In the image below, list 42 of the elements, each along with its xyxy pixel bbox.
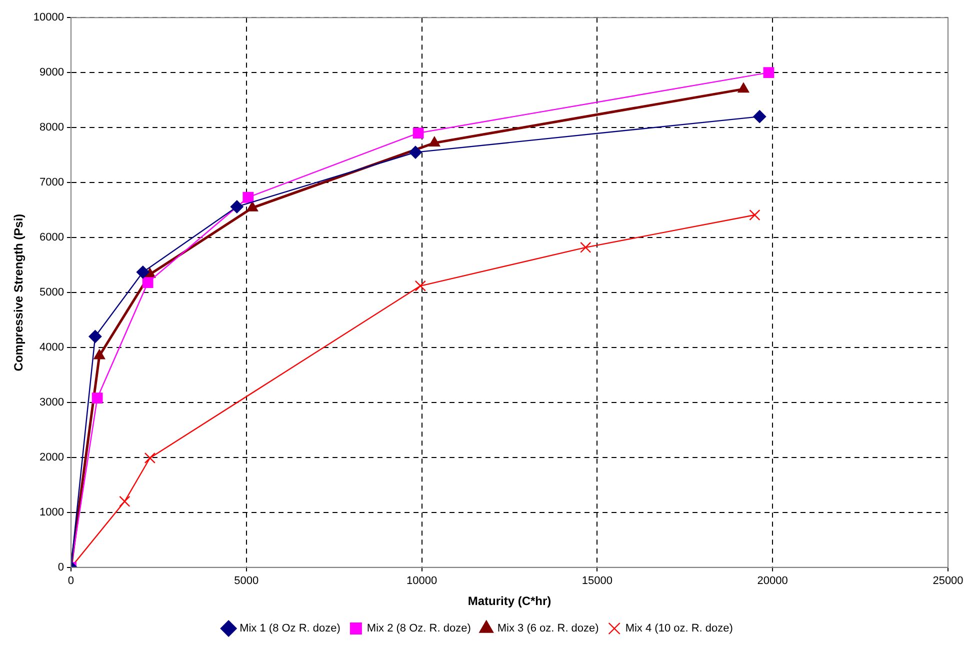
point: [230, 200, 244, 214]
point: [580, 242, 592, 253]
y-tick-label: 0: [58, 561, 64, 574]
legend-label: Mix 2 (8 Oz. R. doze): [366, 622, 471, 635]
y-axis-title: Compressive Strength (Psi): [12, 214, 26, 372]
y-tick-label: 9000: [40, 66, 64, 79]
y-tick-label: 5000: [40, 286, 64, 299]
point: [144, 452, 156, 464]
point: [738, 82, 750, 93]
point: [88, 330, 102, 343]
x-tick-label: 10000: [406, 575, 438, 588]
x-tick-label: 20000: [757, 575, 788, 588]
point: [412, 128, 424, 139]
x-axis-title: Maturity (C*hr): [468, 594, 552, 608]
point: [408, 146, 422, 159]
legend-label: Mix 4 (10 oz. R. doze): [625, 622, 733, 635]
y-tick-label: 8000: [40, 122, 64, 134]
x-tick-label: 0: [68, 575, 74, 588]
point: [94, 349, 106, 360]
x-tick-label: 5000: [234, 575, 259, 588]
point: [246, 201, 258, 212]
point: [749, 209, 760, 221]
point: [119, 496, 130, 507]
y-tick-label: 1000: [40, 506, 64, 518]
legend-label: Mix 3 (6 oz. R. doze): [497, 622, 599, 635]
point: [753, 110, 766, 124]
legend-label: Mix 1 (8 Oz R. doze): [240, 622, 340, 635]
point: [428, 136, 440, 146]
x-tick-label: 15000: [582, 575, 612, 588]
y-tick-label: 7000: [40, 176, 64, 189]
point: [242, 192, 254, 203]
point: [136, 266, 150, 279]
y-tick-label: 4000: [40, 342, 64, 354]
point: [763, 67, 774, 78]
point: [92, 392, 103, 404]
point: [414, 280, 426, 292]
y-tick-label: 2000: [40, 451, 64, 464]
y-tick-label: 10000: [33, 12, 64, 24]
y-tick-label: 3000: [40, 396, 64, 408]
y-tick-label: 6000: [40, 232, 64, 244]
point: [142, 277, 154, 288]
x-tick-label: 25000: [932, 575, 964, 588]
